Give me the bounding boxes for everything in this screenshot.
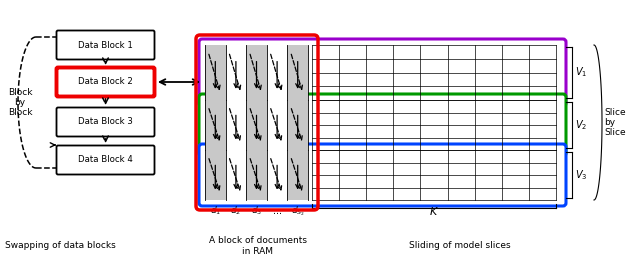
Text: A block of documents
in RAM: A block of documents in RAM xyxy=(209,236,307,256)
Bar xyxy=(246,150,267,200)
FancyBboxPatch shape xyxy=(56,146,154,174)
Text: Data Block 4: Data Block 4 xyxy=(78,155,133,165)
Text: Data Block 2: Data Block 2 xyxy=(78,77,133,87)
Text: Sliding of model slices: Sliding of model slices xyxy=(409,242,511,250)
Text: $d_3$: $d_3$ xyxy=(251,205,262,217)
Bar xyxy=(205,150,226,200)
Text: Data Block 1: Data Block 1 xyxy=(78,41,133,49)
Text: $V_1$: $V_1$ xyxy=(575,66,588,79)
Bar xyxy=(287,150,308,200)
Text: Data Block 3: Data Block 3 xyxy=(78,118,133,127)
Text: $d_{S_2}$: $d_{S_2}$ xyxy=(291,204,305,218)
FancyBboxPatch shape xyxy=(199,94,566,156)
Text: $d_1$: $d_1$ xyxy=(210,205,221,217)
Bar xyxy=(267,45,287,100)
Text: Block
by
Block: Block by Block xyxy=(8,88,32,118)
Bar xyxy=(246,100,267,150)
Text: $\cdots$: $\cdots$ xyxy=(272,206,282,216)
FancyBboxPatch shape xyxy=(56,30,154,60)
FancyBboxPatch shape xyxy=(199,144,566,206)
Bar xyxy=(287,100,308,150)
Bar xyxy=(226,45,246,100)
Text: Swapping of data blocks: Swapping of data blocks xyxy=(4,242,115,250)
Bar xyxy=(267,100,287,150)
Bar xyxy=(226,100,246,150)
Bar xyxy=(267,150,287,200)
FancyBboxPatch shape xyxy=(56,107,154,136)
Bar xyxy=(205,100,226,150)
Bar xyxy=(287,45,308,100)
Text: $V_3$: $V_3$ xyxy=(575,168,588,182)
Text: $d_2$: $d_2$ xyxy=(230,205,241,217)
Bar xyxy=(246,45,267,100)
Text: $V_2$: $V_2$ xyxy=(575,118,588,132)
FancyBboxPatch shape xyxy=(56,68,154,96)
Bar xyxy=(226,150,246,200)
Bar xyxy=(205,45,226,100)
Text: $K$: $K$ xyxy=(429,205,439,217)
Text: Slice
by
Slice: Slice by Slice xyxy=(604,108,626,137)
FancyBboxPatch shape xyxy=(199,39,566,106)
